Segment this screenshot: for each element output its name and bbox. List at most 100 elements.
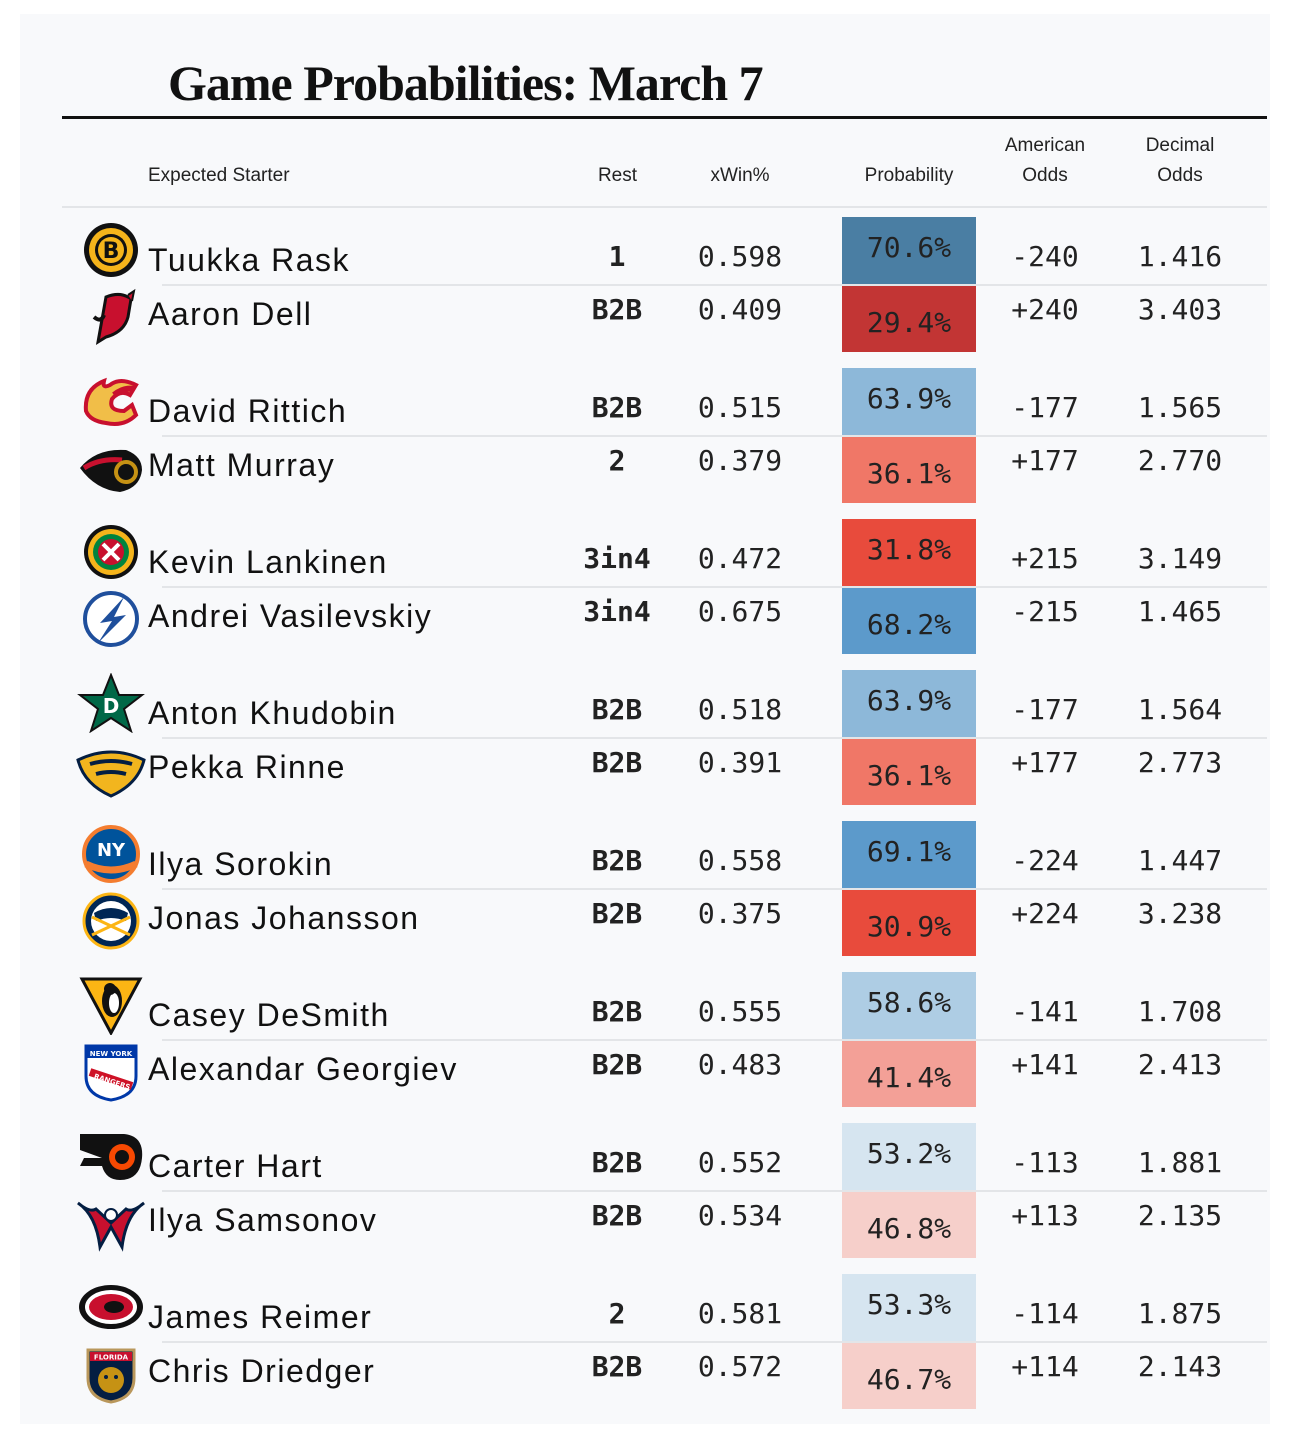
new-jersey-devils-logo xyxy=(76,287,146,347)
decimal-odds-value: 1.465 xyxy=(1137,595,1223,628)
decimal-odds-value: 3.149 xyxy=(1137,542,1223,575)
row-separator xyxy=(162,888,1267,890)
probability-cell: 63.9% xyxy=(842,368,976,435)
probability-cell: 29.4% xyxy=(842,285,976,352)
xwin-value: 0.558 xyxy=(697,844,783,877)
xwin-value: 0.409 xyxy=(697,293,783,326)
carolina-hurricanes-logo xyxy=(76,1277,146,1337)
header-rule xyxy=(62,206,1267,208)
starter-name: Matt Murray xyxy=(148,447,336,483)
american-odds-value: -215 xyxy=(1011,595,1079,628)
american-odds-value: -114 xyxy=(1011,1297,1079,1330)
probability-table-card: Game Probabilities: March 7 Expected Sta… xyxy=(20,14,1270,1424)
tampa-bay-lightning-logo xyxy=(76,589,146,649)
philadelphia-flyers-logo xyxy=(76,1126,146,1186)
header-american-line2: Odds xyxy=(1022,165,1068,186)
xwin-value: 0.472 xyxy=(697,542,783,575)
row-separator xyxy=(162,737,1267,739)
xwin-value: 0.483 xyxy=(697,1048,783,1081)
row-separator xyxy=(162,586,1267,588)
decimal-odds-value: 3.403 xyxy=(1137,293,1223,326)
probability-cell: 63.9% xyxy=(842,670,976,737)
header-xwin: xWin% xyxy=(710,165,770,186)
probability-cell: 68.2% xyxy=(842,587,976,654)
rest-value: B2B xyxy=(591,746,643,779)
row-separator xyxy=(162,435,1267,437)
header-probability: Probability xyxy=(864,165,954,186)
page-title: Game Probabilities: March 7 xyxy=(168,55,764,111)
american-odds-value: +177 xyxy=(1011,746,1079,779)
ottawa-senators-logo xyxy=(76,438,146,498)
xwin-value: 0.552 xyxy=(697,1146,783,1179)
xwin-value: 0.379 xyxy=(697,444,783,477)
probability-cell: 46.7% xyxy=(842,1342,976,1409)
decimal-odds-value: 3.238 xyxy=(1137,897,1223,930)
rest-value: 2 xyxy=(608,1297,626,1330)
decimal-odds-value: 1.416 xyxy=(1137,240,1223,273)
rest-value: 2 xyxy=(608,444,626,477)
probability-cell: 53.3% xyxy=(842,1274,976,1341)
decimal-odds-value: 2.770 xyxy=(1137,444,1223,477)
xwin-value: 0.675 xyxy=(697,595,783,628)
decimal-odds-value: 1.708 xyxy=(1137,995,1223,1028)
american-odds-value: +215 xyxy=(1011,542,1079,575)
chicago-blackhawks-logo xyxy=(76,522,146,582)
decimal-odds-value: 1.564 xyxy=(1137,693,1223,726)
american-odds-value: -240 xyxy=(1011,240,1079,273)
starter-name: Ilya Samsonov xyxy=(148,1202,378,1238)
american-odds-value: -177 xyxy=(1011,391,1079,424)
starter-name: James Reimer xyxy=(148,1299,373,1335)
header-decimal-odds: Decimal Odds xyxy=(1120,131,1240,191)
xwin-value: 0.518 xyxy=(697,693,783,726)
probability-cell: 58.6% xyxy=(842,972,976,1039)
nashville-predators-logo xyxy=(76,740,146,800)
row-separator xyxy=(162,284,1267,286)
decimal-odds-value: 1.875 xyxy=(1137,1297,1223,1330)
decimal-odds-value: 2.135 xyxy=(1137,1199,1223,1232)
probability-cell: 31.8% xyxy=(842,519,976,586)
probability-cell: 53.2% xyxy=(842,1123,976,1190)
header-expected-starter: Expected Starter xyxy=(148,165,290,186)
xwin-value: 0.555 xyxy=(697,995,783,1028)
pittsburgh-penguins-logo xyxy=(76,975,146,1037)
starter-name: Anton Khudobin xyxy=(148,695,397,731)
starter-name: Aaron Dell xyxy=(148,296,313,332)
american-odds-value: +114 xyxy=(1011,1350,1079,1383)
rest-value: 3in4 xyxy=(583,595,651,628)
probability-cell: 36.1% xyxy=(842,436,976,503)
header-decimal-line2: Odds xyxy=(1157,165,1203,186)
probability-cell: 46.8% xyxy=(842,1191,976,1258)
starter-name: Casey DeSmith xyxy=(148,997,390,1033)
row-separator xyxy=(162,1039,1267,1041)
svg-text:FLORIDA: FLORIDA xyxy=(94,1354,129,1362)
decimal-odds-value: 2.773 xyxy=(1137,746,1223,779)
xwin-value: 0.375 xyxy=(697,897,783,930)
washington-capitals-logo xyxy=(76,1193,146,1253)
new-york-rangers-logo: NEW YORK RANGERS xyxy=(76,1042,146,1102)
xwin-value: 0.391 xyxy=(697,746,783,779)
probability-cell: 41.4% xyxy=(842,1040,976,1107)
american-odds-value: -141 xyxy=(1011,995,1079,1028)
dallas-stars-logo: D xyxy=(76,672,146,734)
american-odds-value: -224 xyxy=(1011,844,1079,877)
row-separator xyxy=(162,1190,1267,1192)
rest-value: 1 xyxy=(608,240,626,273)
decimal-odds-value: 1.447 xyxy=(1137,844,1223,877)
starter-name: Ilya Sorokin xyxy=(148,846,334,882)
american-odds-value: +113 xyxy=(1011,1199,1079,1232)
title-rule xyxy=(62,116,1267,119)
svg-text:NEW YORK: NEW YORK xyxy=(90,1050,133,1058)
xwin-value: 0.515 xyxy=(697,391,783,424)
boston-bruins-logo: B xyxy=(76,220,146,280)
decimal-odds-value: 2.143 xyxy=(1137,1350,1223,1383)
american-odds-value: -113 xyxy=(1011,1146,1079,1179)
probability-cell: 70.6% xyxy=(842,217,976,284)
xwin-value: 0.598 xyxy=(697,240,783,273)
starter-name: Alexandar Georgiev xyxy=(148,1051,458,1087)
florida-panthers-logo: FLORIDA xyxy=(76,1344,146,1404)
american-odds-value: +141 xyxy=(1011,1048,1079,1081)
starter-name: Kevin Lankinen xyxy=(148,544,388,580)
header-american-odds: American Odds xyxy=(985,131,1105,191)
rest-value: B2B xyxy=(591,1350,643,1383)
american-odds-value: +224 xyxy=(1011,897,1079,930)
